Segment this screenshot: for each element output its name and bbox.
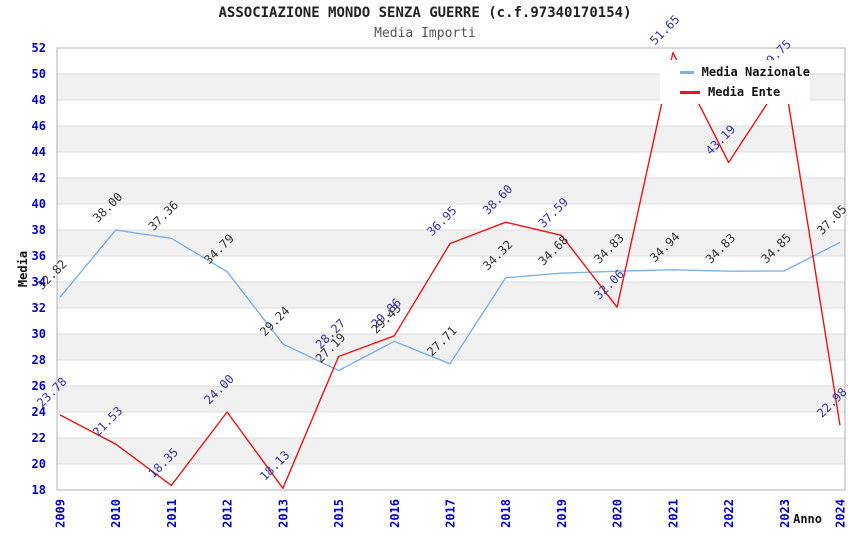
x-tick-label: 2019: [555, 499, 569, 528]
x-tick-label: 2020: [611, 499, 625, 528]
point-label: 51.65: [647, 12, 682, 47]
y-tick-label: 28: [32, 353, 46, 367]
y-tick-label: 40: [32, 197, 46, 211]
y-tick-label: 20: [32, 457, 46, 471]
y-tick-label: 32: [32, 301, 46, 315]
x-axis-ticks: 2009 2010 2011 2012 2013 2015 2016 2017 2018 2019…: [54, 499, 848, 528]
y-tick-label: 46: [32, 119, 46, 133]
legend-item-media-ente: Media Ente: [660, 82, 810, 102]
y-tick-label: 50: [32, 67, 46, 81]
y-tick-label: 48: [32, 93, 46, 107]
x-tick-label: 2012: [221, 499, 235, 528]
x-tick-label: 2015: [332, 499, 346, 528]
y-tick-label: 36: [32, 249, 46, 263]
band: [57, 126, 845, 152]
band: [57, 386, 845, 412]
y-tick-label: 30: [32, 327, 46, 341]
y-axis-title: Media: [16, 251, 30, 287]
y-tick-label: 42: [32, 171, 46, 185]
x-tick-label: 2023: [778, 499, 792, 528]
legend: Media Nazionale Media Ente: [660, 60, 810, 104]
band: [57, 438, 845, 464]
y-tick-label: 38: [32, 223, 46, 237]
x-tick-label: 2010: [109, 499, 123, 528]
legend-label-media-nazionale: Media Nazionale: [701, 65, 810, 79]
x-tick-label: 2018: [499, 499, 513, 528]
y-tick-label: 22: [32, 431, 46, 445]
band: [57, 334, 845, 360]
y-tick-label: 44: [32, 145, 46, 159]
x-tick-label: 2016: [388, 499, 402, 528]
legend-swatch-media-nazionale-icon: [680, 70, 694, 74]
x-tick-label: 2017: [444, 499, 458, 528]
legend-label-media-ente: Media Ente: [708, 85, 781, 99]
y-axis-ticks: 18 20 22 24 26 28 30 32 34 36 38 40 42 44 46 48 50 52: [32, 41, 46, 497]
band: [57, 282, 845, 308]
x-tick-label: 2024: [834, 499, 848, 528]
y-tick-label: 24: [32, 405, 46, 419]
y-tick-label: 34: [32, 275, 46, 289]
y-tick-label: 52: [32, 41, 46, 55]
band: [57, 178, 845, 204]
legend-swatch-media-ente-icon: [680, 90, 700, 94]
x-tick-label: 2013: [276, 499, 290, 528]
x-tick-label: 2021: [666, 499, 680, 528]
x-tick-label: 2009: [54, 499, 68, 528]
plot-border: [56, 47, 846, 491]
series-line-media-ente: [59, 51, 841, 489]
y-tick-label: 26: [32, 379, 46, 393]
x-axis-title: Anno: [793, 512, 822, 526]
y-tick-label: 18: [32, 483, 46, 497]
x-tick-label: 2022: [722, 499, 736, 528]
plot-bands: [57, 74, 845, 464]
grid-lines: [57, 47, 845, 491]
legend-item-media-nazionale: Media Nazionale: [660, 62, 810, 82]
chart-subtitle: Media Importi: [374, 26, 476, 41]
series-line-media-nazionale: [59, 229, 841, 372]
chart-title: ASSOCIAZIONE MONDO SENZA GUERRE (c.f.973…: [218, 5, 632, 21]
x-tick-label: 2011: [165, 499, 179, 528]
